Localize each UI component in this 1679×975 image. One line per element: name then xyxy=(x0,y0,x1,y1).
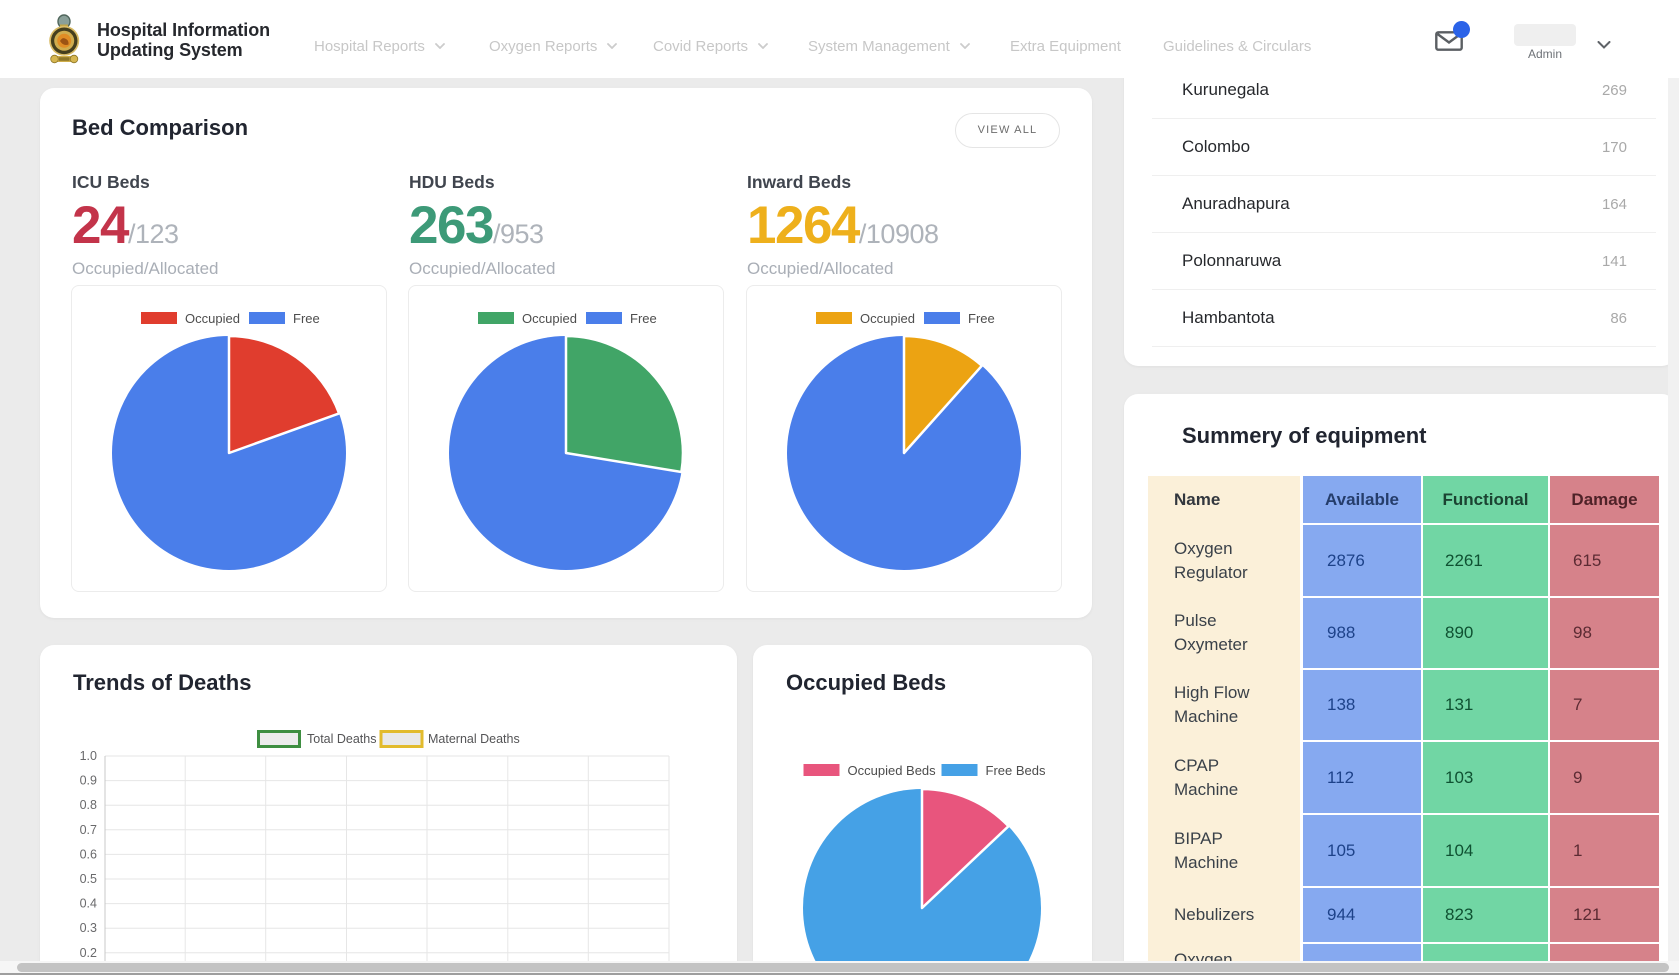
svg-text:Free: Free xyxy=(293,311,320,326)
svg-text:Free: Free xyxy=(630,311,657,326)
svg-text:0.8: 0.8 xyxy=(80,798,97,812)
svg-text:0.7: 0.7 xyxy=(80,823,97,837)
svg-text:Total Deaths: Total Deaths xyxy=(307,732,376,746)
svg-text:Occupied: Occupied xyxy=(522,311,577,326)
svg-text:0.6: 0.6 xyxy=(80,847,97,861)
svg-text:Free: Free xyxy=(968,311,995,326)
svg-text:Occupied Beds: Occupied Beds xyxy=(848,763,937,778)
svg-text:0.9: 0.9 xyxy=(80,774,97,788)
svg-text:Occupied: Occupied xyxy=(860,311,915,326)
svg-text:0.2: 0.2 xyxy=(80,946,97,960)
svg-text:Occupied: Occupied xyxy=(185,311,240,326)
svg-text:0.5: 0.5 xyxy=(80,872,97,886)
svg-text:0.3: 0.3 xyxy=(80,921,97,935)
svg-text:1.0: 1.0 xyxy=(80,749,97,763)
svg-text:0.4: 0.4 xyxy=(80,897,97,911)
svg-text:Free Beds: Free Beds xyxy=(986,763,1046,778)
svg-text:Maternal Deaths: Maternal Deaths xyxy=(428,732,520,746)
